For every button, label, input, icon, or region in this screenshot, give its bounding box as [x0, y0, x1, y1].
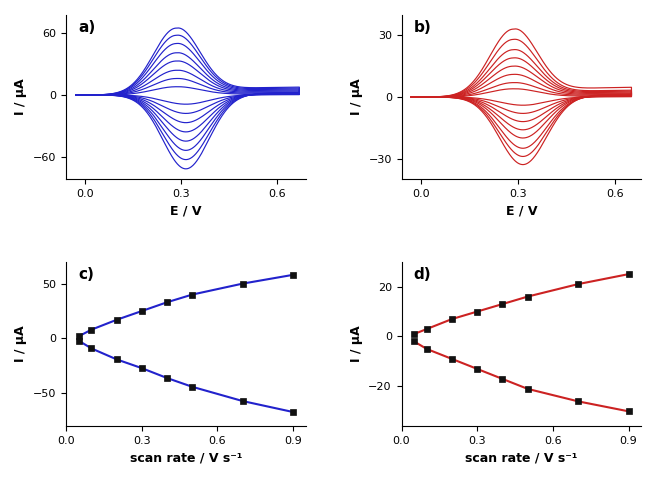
Y-axis label: I / μA: I / μA: [350, 326, 363, 362]
Text: a): a): [78, 20, 95, 35]
Y-axis label: I / μA: I / μA: [350, 79, 363, 115]
X-axis label: scan rate / V s⁻¹: scan rate / V s⁻¹: [130, 452, 242, 465]
Y-axis label: I / μA: I / μA: [15, 79, 28, 115]
X-axis label: scan rate / V s⁻¹: scan rate / V s⁻¹: [465, 452, 578, 465]
Text: d): d): [414, 267, 431, 282]
X-axis label: E / V: E / V: [170, 205, 202, 218]
Y-axis label: I / μA: I / μA: [15, 326, 28, 362]
Text: b): b): [414, 20, 431, 35]
X-axis label: E / V: E / V: [506, 205, 537, 218]
Text: c): c): [78, 267, 94, 282]
